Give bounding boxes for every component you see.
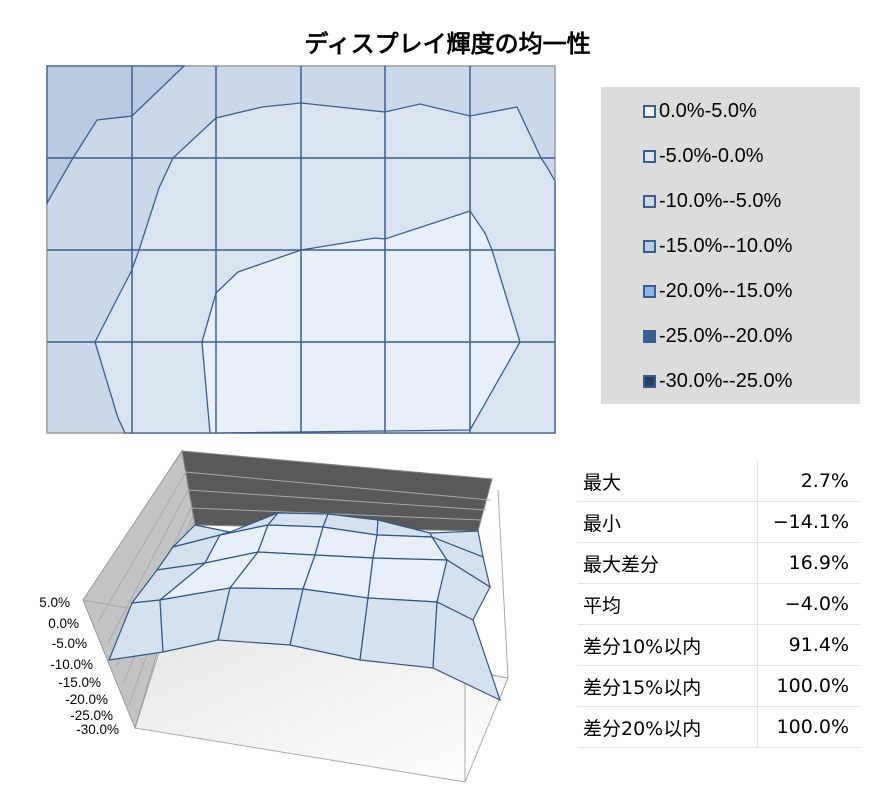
stat-value: 91.4%	[788, 634, 849, 656]
table-row: 平均 −4.0%	[578, 584, 861, 625]
legend-label: -30.0%--25.0%	[659, 369, 793, 392]
legend-swatch	[643, 284, 656, 298]
z-tick-label: -20.0%	[65, 692, 108, 707]
stat-value: 100.0%	[776, 716, 849, 738]
table-row: 差分20%以内 100.0%	[578, 707, 861, 748]
legend-label: -25.0%--20.0%	[659, 324, 793, 347]
z-tick-label: -30.0%	[76, 722, 119, 737]
stat-label: 差分15%以内	[578, 666, 758, 706]
legend-item: -25.0%--20.0%	[643, 324, 792, 348]
z-tick-label: -5.0%	[51, 636, 87, 651]
stat-label: 最大差分	[578, 543, 758, 583]
legend-swatch	[643, 149, 656, 163]
contour-plot	[46, 65, 556, 434]
legend-label: -5.0%-0.0%	[659, 144, 764, 167]
legend-swatch	[643, 104, 656, 118]
surface-plot	[82, 449, 509, 783]
legend-item: -15.0%--10.0%	[643, 234, 792, 258]
legend-item: -5.0%-0.0%	[643, 144, 764, 168]
stat-label: 平均	[578, 584, 758, 624]
stat-label: 差分10%以内	[578, 625, 758, 665]
surface-cell	[432, 601, 502, 702]
stat-label: 最大	[578, 461, 758, 501]
stat-value: −4.0%	[784, 593, 849, 615]
legend-label: -10.0%--5.0%	[659, 189, 782, 212]
stat-label: 最小	[578, 502, 758, 542]
surface-cell	[367, 557, 448, 603]
legend-swatch	[643, 194, 656, 208]
stat-value: 16.9%	[788, 552, 849, 574]
legend: 0.0%-5.0% -5.0%-0.0% -10.0%--5.0% -15.0%--1…	[601, 87, 860, 404]
legend-label: -20.0%--15.0%	[659, 279, 793, 302]
stat-label: 差分20%以内	[578, 707, 758, 747]
legend-label: -15.0%--10.0%	[659, 234, 793, 257]
table-row: 差分10%以内 91.4%	[578, 625, 861, 666]
stat-value: −14.1%	[772, 511, 849, 533]
surface-cell	[217, 587, 304, 646]
z-tick-label: 5.0%	[39, 595, 70, 610]
table-row: 最大 2.7%	[578, 461, 861, 502]
stat-value: 2.7%	[800, 470, 849, 492]
stats-table: 最大 2.7% 最小 −14.1% 最大差分 16.9% 平均 −4.0% 差分10%以内 91.…	[578, 461, 861, 748]
legend-item: -20.0%--15.0%	[643, 279, 792, 303]
table-row: 差分15%以内 100.0%	[578, 666, 861, 707]
legend-label: 0.0%-5.0%	[659, 99, 757, 122]
z-tick-label: -25.0%	[70, 708, 113, 723]
contour-band-minus15-minus10	[46, 65, 186, 206]
legend-swatch	[643, 374, 656, 388]
z-tick-label: -10.0%	[50, 657, 93, 672]
table-row: 最大差分 16.9%	[578, 543, 861, 584]
table-row: 最小 −14.1%	[578, 502, 861, 543]
surface-mesh	[108, 512, 502, 702]
z-tick-label: -15.0%	[58, 675, 101, 690]
stat-value: 100.0%	[776, 675, 849, 697]
legend-item: -30.0%--25.0%	[643, 369, 792, 393]
surface-cell	[257, 524, 324, 556]
z-tick-label: 0.0%	[48, 616, 79, 631]
legend-swatch	[643, 239, 656, 253]
surface-cell	[359, 597, 438, 669]
chart-title: ディスプレイ輝度の均一性	[304, 30, 591, 58]
legend-swatch	[643, 329, 656, 343]
legend-item: -10.0%--5.0%	[643, 189, 781, 213]
legend-item: 0.0%-5.0%	[643, 99, 757, 123]
grid-lines	[47, 66, 555, 433]
